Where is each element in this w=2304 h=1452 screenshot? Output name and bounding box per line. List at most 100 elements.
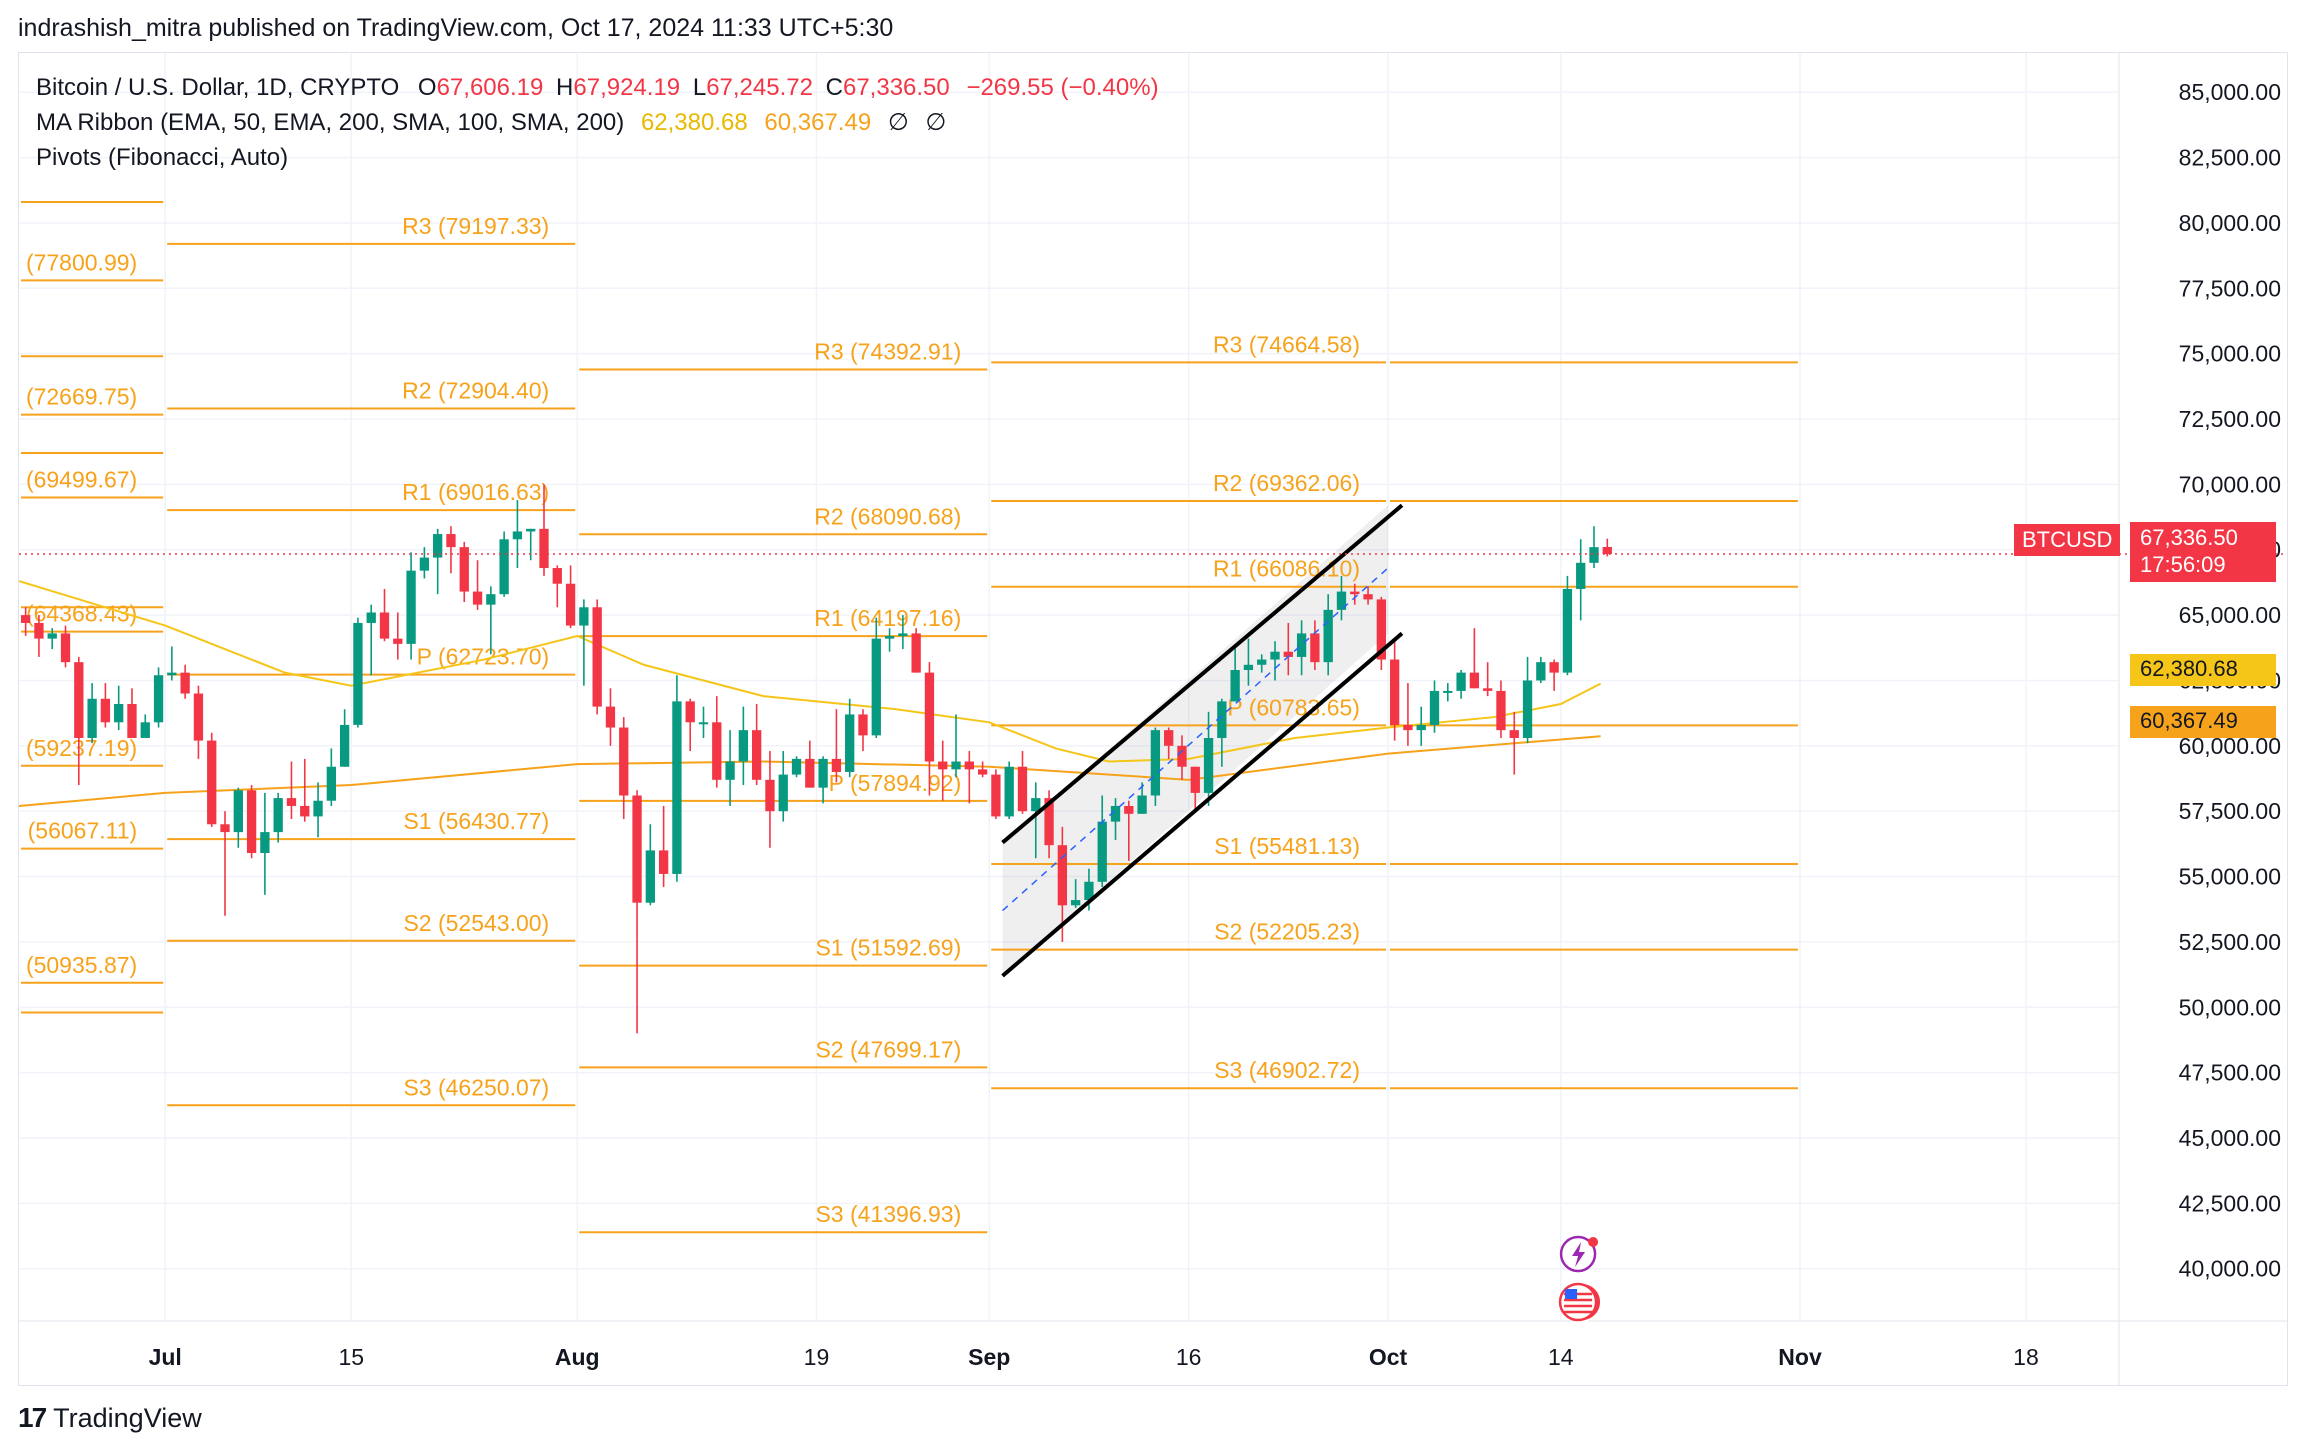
candle-body (459, 547, 469, 592)
candle (353, 617, 363, 728)
x-tick-label: 19 (804, 1344, 830, 1370)
candle (379, 588, 390, 642)
legend-pivots-title: Pivots (Fibonacci, Auto) (36, 144, 289, 171)
legend-ma4: ∅ (925, 109, 947, 136)
publisher-header: indrashish_mitra published on TradingVie… (18, 14, 894, 42)
candle-body (47, 633, 57, 639)
pivot-level-label: S2 (52205.23) (1214, 919, 1360, 945)
candle-body (685, 701, 695, 723)
pivot-period: (77800.99) (72669.75) (69499.67) (64368.43)… (21, 201, 164, 1014)
candle-body (127, 703, 137, 738)
chart-legend: Bitcoin / U.S. Dollar, 1D, CRYPTO O67,60… (36, 70, 1159, 175)
candle (326, 748, 336, 806)
candle-body (1203, 737, 1214, 793)
candle-body (632, 795, 642, 903)
candle-body (1110, 805, 1121, 822)
candle-body (1217, 701, 1227, 738)
candle-body (1509, 730, 1519, 738)
pivot-level-label: R2 (69362.06) (1213, 470, 1360, 496)
candle (951, 714, 961, 778)
candle-body (552, 568, 562, 584)
candle (1469, 628, 1480, 689)
candle-body (87, 698, 97, 738)
candle-body (658, 850, 669, 874)
pivot-level-label: P (60783.65) (1227, 694, 1360, 720)
candle-body (539, 528, 549, 569)
candle-body (433, 534, 443, 558)
candle (1589, 526, 1599, 569)
tradingview-logo-icon: 17 (18, 1402, 47, 1433)
candle (871, 617, 881, 738)
last-price-badge: 67,336.50 17:56:09 (2130, 522, 2276, 582)
legend-open-label: O (417, 74, 437, 101)
pivot-level-label: R3 (74664.58) (1213, 331, 1360, 357)
x-tick-label: 16 (1176, 1344, 1202, 1370)
candle (1443, 683, 1453, 702)
candle-body (114, 703, 124, 723)
candle-body (34, 622, 44, 639)
candle (273, 792, 283, 843)
candle-body (1549, 662, 1559, 673)
candle (300, 758, 310, 822)
legend-symbol: Bitcoin / U.S. Dollar, 1D, CRYPTO (36, 74, 400, 101)
candle-body (1150, 730, 1161, 796)
pivot-level-label: R3 (79197.33) (402, 213, 549, 239)
chart-frame[interactable]: 85,000.00 82,500.00 80,000.00 77,500.00 75,0… (18, 52, 2288, 1386)
candle-body (393, 638, 403, 644)
legend-change: −269.55 (−0.40%) (966, 74, 1159, 101)
candle-body (1310, 633, 1320, 663)
candle-body (778, 774, 788, 812)
candle (1576, 539, 1586, 621)
candle-body (1004, 766, 1014, 817)
candle (539, 484, 549, 576)
candle-body (406, 570, 416, 644)
candle-body (526, 528, 536, 532)
candle-body (1190, 766, 1200, 793)
candle (725, 730, 735, 806)
candle-body (300, 805, 310, 817)
y-tick-label: 70,000.00 (2179, 471, 2281, 497)
candle (167, 646, 177, 681)
x-tick-label: Nov (1778, 1344, 1822, 1370)
event-icons (1558, 1235, 1603, 1322)
y-tick-label: 47,500.00 (2179, 1060, 2281, 1086)
y-tick-label: 65,000.00 (2179, 602, 2281, 628)
candle (1017, 751, 1028, 814)
candle-body (565, 583, 576, 626)
candle-body (446, 534, 456, 548)
candle (1070, 879, 1081, 908)
channel-lower-line (1001, 631, 1404, 978)
candle (1164, 727, 1174, 759)
candle (1509, 711, 1519, 775)
candle-body (858, 714, 868, 736)
candle-body (1429, 690, 1440, 725)
candle (1217, 698, 1227, 767)
candle-body (1376, 599, 1386, 660)
candle-body (1389, 659, 1400, 725)
candle-body (1562, 588, 1573, 673)
pivot-level-label: S1 (51592.69) (815, 935, 961, 961)
candle (1483, 662, 1493, 697)
candle (805, 740, 815, 788)
candle (1031, 782, 1041, 859)
candle (512, 500, 523, 569)
candle-body (752, 730, 762, 780)
legend-close: 67,336.50 (842, 74, 950, 101)
countdown-value: 17:56:09 (2140, 552, 2226, 577)
candle-body (499, 539, 509, 595)
candle (220, 811, 230, 916)
candle (1323, 594, 1333, 676)
candle (246, 785, 257, 859)
y-tick-label: 82,500.00 (2179, 145, 2281, 171)
chart-canvas[interactable]: 85,000.00 82,500.00 80,000.00 77,500.00 75,0… (19, 53, 2287, 1385)
candle-body (1522, 680, 1533, 738)
candle (818, 756, 828, 804)
legend-ma1: 62,380.68 (640, 109, 748, 136)
pivot-period: R3 (74664.58)R2 (69362.06)R1 (66086.10)P… (991, 331, 1386, 1090)
candle-body (1257, 659, 1267, 665)
candle-body (1017, 766, 1028, 812)
lightning-glyph-icon (1572, 1242, 1586, 1267)
candle-body (791, 758, 802, 775)
candle-body (246, 790, 257, 854)
candle (738, 706, 749, 786)
